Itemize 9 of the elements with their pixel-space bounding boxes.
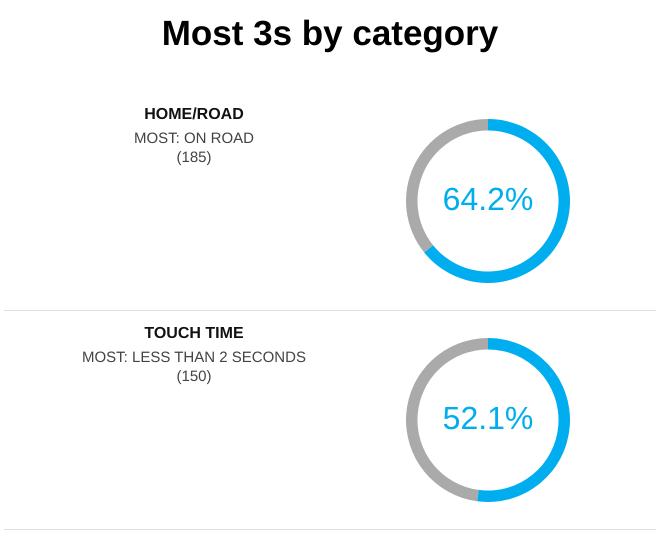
data-label: 52.1% (442, 400, 534, 436)
text: (185) (175, 149, 213, 166)
text: HOME/ROAD (143, 106, 245, 124)
data-label: 64.2% (442, 180, 534, 217)
text: Most 3s by category (160, 14, 500, 54)
text: TOUCH TIME (143, 325, 245, 343)
text: (150) (175, 368, 213, 385)
text: MOST: LESS THAN 2 SECONDS (81, 349, 307, 366)
text: MOST: ON ROAD (132, 130, 255, 147)
